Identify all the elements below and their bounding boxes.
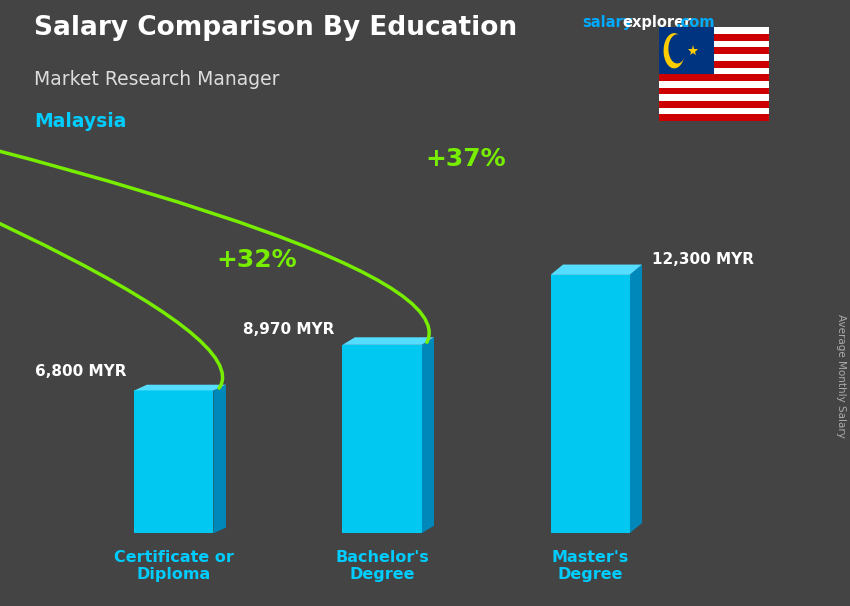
Polygon shape: [343, 338, 434, 345]
Polygon shape: [665, 34, 684, 68]
Bar: [659, 101, 769, 108]
Polygon shape: [213, 385, 226, 533]
Polygon shape: [422, 338, 434, 533]
Text: +37%: +37%: [425, 147, 506, 171]
Text: 6,800 MYR: 6,800 MYR: [35, 364, 126, 379]
Polygon shape: [551, 265, 642, 275]
Text: +32%: +32%: [217, 248, 298, 272]
Text: explorer: explorer: [622, 15, 692, 30]
Bar: [659, 95, 769, 101]
Text: Malaysia: Malaysia: [34, 112, 127, 131]
Polygon shape: [630, 265, 642, 533]
Bar: [659, 41, 769, 47]
Bar: [659, 34, 769, 41]
Text: Market Research Manager: Market Research Manager: [34, 70, 280, 88]
Polygon shape: [669, 35, 685, 63]
Bar: [659, 27, 769, 34]
Text: Salary Comparison By Education: Salary Comparison By Education: [34, 15, 517, 41]
Bar: [659, 47, 769, 54]
Bar: [659, 108, 769, 115]
Bar: [659, 115, 769, 121]
Bar: [134, 390, 213, 533]
Bar: [343, 345, 422, 533]
Bar: [551, 275, 630, 533]
Bar: [659, 27, 714, 75]
Bar: [659, 54, 769, 61]
Text: salary: salary: [582, 15, 632, 30]
Text: 12,300 MYR: 12,300 MYR: [653, 252, 755, 267]
Bar: [659, 67, 769, 75]
Text: Average Monthly Salary: Average Monthly Salary: [836, 314, 846, 438]
Bar: [659, 88, 769, 95]
Bar: [659, 61, 769, 67]
Text: 8,970 MYR: 8,970 MYR: [243, 322, 334, 338]
Text: .com: .com: [676, 15, 715, 30]
Bar: [659, 75, 769, 81]
Polygon shape: [134, 385, 226, 390]
Bar: [659, 81, 769, 88]
